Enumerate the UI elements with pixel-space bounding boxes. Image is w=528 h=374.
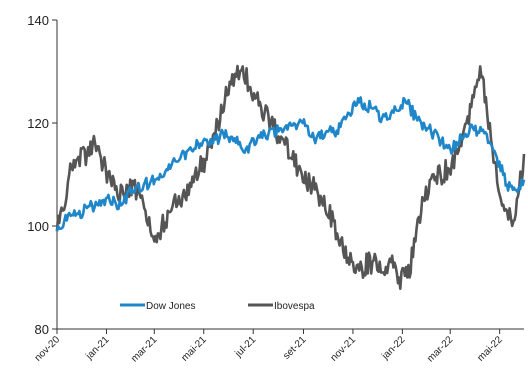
x-tick-label: mai-21: [179, 334, 209, 364]
x-tick-label: set-21: [281, 334, 309, 362]
x-tick-label: jan-21: [83, 334, 111, 362]
x-tick-label: nov-21: [329, 334, 359, 364]
series-line-dow-jones: [55, 96, 526, 232]
x-tick-label: jan-22: [379, 334, 407, 362]
y-tick-label: 120: [27, 116, 49, 131]
legend: Dow Jones Ibovespa: [120, 301, 315, 312]
x-tick-label: mar-22: [425, 334, 455, 364]
series-layer: [55, 64, 526, 290]
x-tick-label: jul-21: [233, 334, 259, 360]
y-tick-label: 140: [27, 13, 49, 28]
legend-label-dow-jones: Dow Jones: [146, 301, 195, 312]
series-line-ibovespa: [55, 64, 526, 290]
x-tick-label: nov-20: [33, 334, 63, 364]
x-tick-label: mai-22: [475, 334, 505, 364]
y-tick-label: 100: [27, 219, 49, 234]
legend-label-ibovespa: Ibovespa: [274, 301, 315, 312]
x-tick-label: mar-21: [129, 334, 159, 364]
y-tick-label: 80: [35, 322, 49, 337]
